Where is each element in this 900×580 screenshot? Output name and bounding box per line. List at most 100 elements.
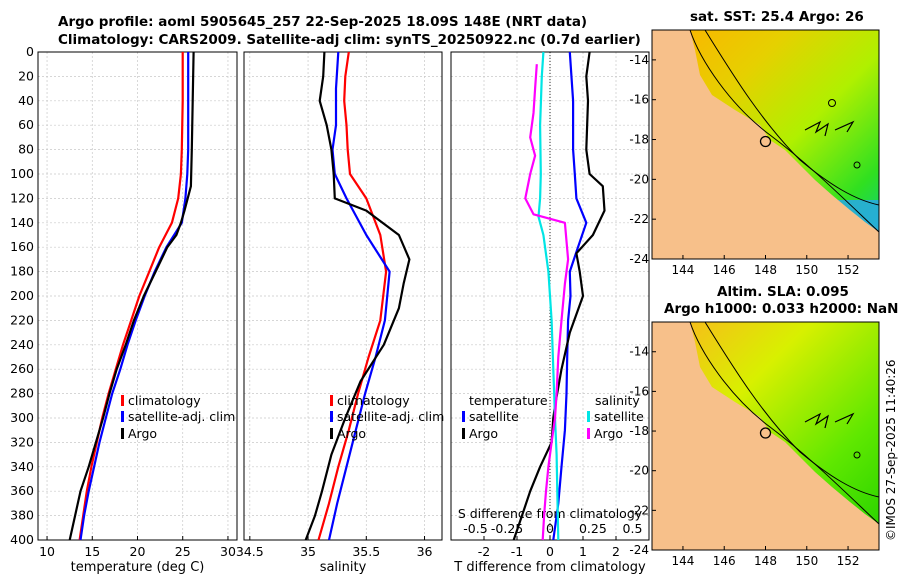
sla-island <box>853 451 861 459</box>
difference-series-t-satellite <box>552 51 588 541</box>
map-sla-lon-label: 144 <box>672 554 695 568</box>
sst-reef-outlines <box>804 120 855 137</box>
salinity-legend-climatology: climatology <box>337 393 410 408</box>
temperature-legend-climatology-swatch <box>121 395 124 406</box>
map-sst-lon-label: 148 <box>754 263 777 277</box>
map-sla-lat-label: -14 <box>629 345 649 359</box>
map-sst-lat-label: -18 <box>629 133 649 147</box>
depth-tick-label: 360 <box>10 483 34 498</box>
map-sst-lon-label: 144 <box>672 263 695 277</box>
depth-tick-label: 240 <box>10 337 34 352</box>
map-sla-lat-label: -24 <box>629 543 649 557</box>
sla-land-australia <box>652 322 879 550</box>
depth-tick-label: 100 <box>10 166 34 181</box>
map-sla-lat-label: -18 <box>629 424 649 438</box>
difference-legend-salinity-title: salinity <box>595 393 640 408</box>
temperature-legend-satellite: satellite-adj. clim <box>128 409 235 424</box>
salinity-diff-tick-label: -0.5 <box>463 521 487 536</box>
map-sst-lat-label: -22 <box>629 212 649 226</box>
salinity-legend-argo-swatch <box>330 428 333 439</box>
salinity-legend-satellite: satellite-adj. clim <box>337 409 444 424</box>
depth-tick-label: 140 <box>10 215 34 230</box>
salinity-legend-satellite-swatch <box>330 411 333 422</box>
temperature-series-satellite-adj-clim <box>79 52 190 541</box>
difference-legend-t-satellite-swatch <box>462 411 465 422</box>
depth-tick-label: 20 <box>18 68 34 83</box>
depth-tick-label: 80 <box>18 142 34 157</box>
depth-tick-label: 320 <box>10 434 34 449</box>
salinity-diff-axis-label: S difference from climatology <box>458 506 643 521</box>
salinity-xtick-label: 36 <box>417 544 433 559</box>
temperature-legend-argo: Argo <box>128 426 157 441</box>
difference-series-t-argo <box>512 51 606 541</box>
depth-tick-label: 40 <box>18 93 34 108</box>
map-sst-lat-label: -14 <box>629 53 649 67</box>
difference-legend-s-satellite: satellite <box>594 409 644 424</box>
temperature-series-climatology <box>78 52 184 541</box>
map-sst-lat-label: -20 <box>629 172 649 186</box>
salinity-xtick-label: 35 <box>300 544 316 559</box>
difference-xtick-label: -2 <box>478 544 490 559</box>
map-sla-float-marker <box>759 427 772 439</box>
salinity-legend-climatology-swatch <box>330 395 333 406</box>
temperature-legend-satellite-swatch <box>121 411 124 422</box>
main-title-line-2: Climatology: CARS2009. Satellite-adj cli… <box>58 32 641 48</box>
depth-tick-label: 220 <box>10 312 34 327</box>
salinity-panel: 34.5 35 35.5 36 salinity climatologysatellite… <box>236 51 444 575</box>
salinity-diff-tick-label: 0 <box>546 521 554 536</box>
depth-tick-label: 120 <box>10 190 34 205</box>
difference-legend-s-argo: Argo <box>594 426 623 441</box>
map-sla-lat-label: -16 <box>629 384 649 398</box>
map-sst-lon-label: 146 <box>713 263 736 277</box>
salinity-series-satellite-adj-clim <box>327 51 391 541</box>
sst-depth-contour <box>704 30 879 206</box>
map-sst-lat-label: -24 <box>629 252 649 266</box>
sla-map <box>652 322 879 550</box>
map-sst-lon-label: 152 <box>837 263 860 277</box>
depth-tick-label: 380 <box>10 508 34 523</box>
difference-xlabel: T difference from climatology <box>453 560 646 575</box>
temperature-xtick-label: 10 <box>39 544 55 559</box>
sst-island-2 <box>853 161 861 169</box>
salinity-series-climatology <box>317 51 388 541</box>
depth-tick-label: 60 <box>18 117 34 132</box>
depth-tick-label: 180 <box>10 264 34 279</box>
map-sla-lon-label: 146 <box>713 554 736 568</box>
sst-coastline <box>689 30 879 233</box>
depth-tick-label: 400 <box>10 532 34 547</box>
temperature-xtick-label: 15 <box>84 544 100 559</box>
difference-xtick-label: 0 <box>546 544 554 559</box>
difference-xtick-label: -1 <box>511 544 523 559</box>
difference-xtick-label: 2 <box>612 544 620 559</box>
temperature-xtick-label: 25 <box>175 544 191 559</box>
difference-panel: -2 -1 0 1 2T difference from climatology S di… <box>450 51 650 575</box>
map-sst-lat-label: -16 <box>629 93 649 107</box>
depth-tick-label: 0 <box>26 44 34 59</box>
main-title-line-1: Argo profile: aoml 5905645_257 22-Sep-20… <box>58 14 588 30</box>
temperature-xlabel: temperature (deg C) <box>71 560 205 575</box>
depth-tick-label: 340 <box>10 459 34 474</box>
difference-legend-t-satellite: satellite <box>469 409 519 424</box>
depth-tick-label: 300 <box>10 410 34 425</box>
temperature-series-argo <box>68 51 195 541</box>
sst-island <box>828 99 836 107</box>
map-sst-float-marker <box>759 135 772 148</box>
sst-map-title: sat. SST: 25.4 Argo: 26 <box>690 9 864 25</box>
depth-tick-label: 200 <box>10 288 34 303</box>
difference-legend-s-satellite-swatch <box>587 411 590 422</box>
salinity-xlabel: salinity <box>320 560 367 575</box>
difference-series-s-satellite <box>537 51 560 541</box>
map-sla-lon-label: 152 <box>837 554 860 568</box>
temperature-xtick-label: 30 <box>220 544 236 559</box>
difference-legend-s-argo-swatch <box>587 428 590 439</box>
map-sla-lat-label: -20 <box>629 464 649 478</box>
depth-tick-label: 160 <box>10 239 34 254</box>
sla-map-title-line-2: Argo h1000: 0.033 h2000: NaN <box>664 301 899 317</box>
salinity-xtick-label: 35.5 <box>352 544 380 559</box>
sst-map <box>652 30 879 259</box>
sla-coastline <box>689 322 879 525</box>
difference-legend-t-argo: Argo <box>469 426 498 441</box>
temperature-legend-argo-swatch <box>121 428 124 439</box>
difference-series-s-argo <box>524 64 570 541</box>
